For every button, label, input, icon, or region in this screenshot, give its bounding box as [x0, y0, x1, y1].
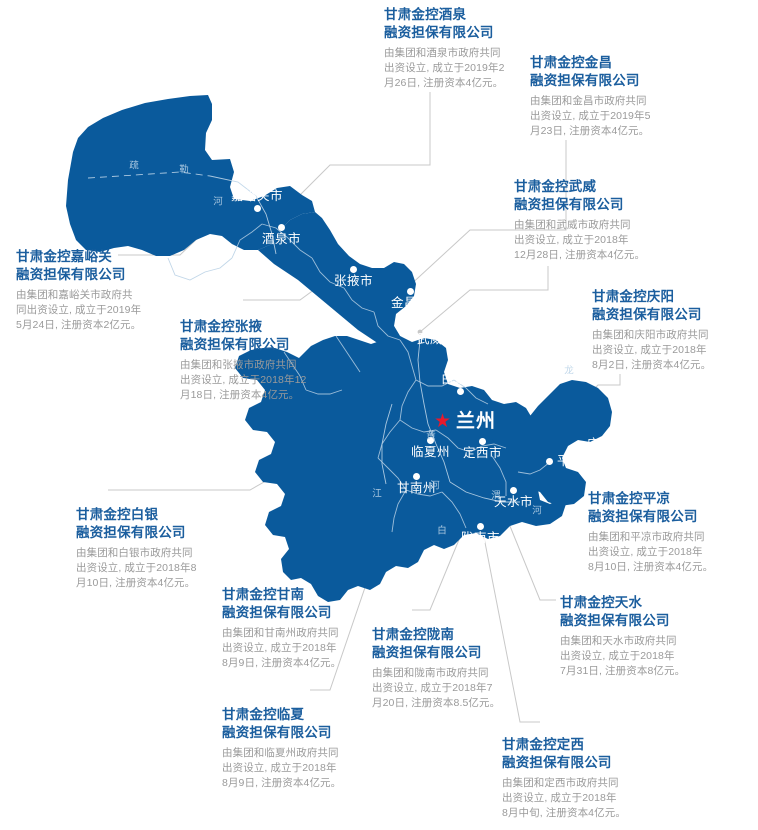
- callout-title: 甘肃金控白银 融资担保有限公司: [76, 507, 186, 540]
- city-dot: [433, 324, 440, 331]
- callout-title: 甘肃金控嘉峪关 融资担保有限公司: [16, 249, 126, 282]
- city-marker-longnan[interactable]: 陇南市: [461, 523, 500, 545]
- callout-title: 甘肃金控陇南 融资担保有限公司: [372, 627, 482, 660]
- city-label: 天水市: [494, 495, 534, 509]
- city-label: 临夏州: [411, 445, 451, 459]
- city-label: 陇南市: [461, 531, 501, 545]
- city-dot: [427, 437, 434, 444]
- city-marker-tianshui[interactable]: 天水市: [494, 487, 533, 509]
- callout-title: 甘肃金控定西 融资担保有限公司: [502, 737, 612, 770]
- city-marker-baiyin[interactable]: 白银市: [441, 373, 480, 395]
- river-label-wei: 渭: [489, 490, 500, 500]
- river-label-he-1: 河: [211, 196, 222, 206]
- city-dot: [546, 458, 553, 465]
- city-marker-zhangye[interactable]: 张掖市: [334, 266, 373, 288]
- callout-body: 由集团和定西市政府共同 出资设立, 成立于2018年 8月中旬, 注册资本4亿元…: [502, 777, 626, 819]
- river-label-jiang: 江: [370, 488, 381, 498]
- callout-body: 由集团和酒泉市政府共同 出资设立, 成立于2019年2 月26日, 注册资本4亿…: [384, 47, 505, 89]
- callout-qingyang[interactable]: 甘肃金控庆阳 融资担保有限公司 由集团和庆阳市政府共同 出资设立, 成立于201…: [592, 288, 758, 373]
- callout-linxia[interactable]: 甘肃金控临夏 融资担保有限公司 由集团和临夏州政府共同 出资设立, 成立于201…: [222, 706, 400, 791]
- callout-pingliang[interactable]: 甘肃金控平凉 融资担保有限公司 由集团和平凉市政府共同 出资设立, 成立于201…: [588, 490, 758, 575]
- river-label-bailong-1: 白: [435, 525, 446, 535]
- city-dot: [510, 487, 517, 494]
- city-dot: [576, 441, 583, 448]
- capital-label: 兰州: [456, 411, 497, 432]
- callout-body: 由集团和张掖市政府共同 出资设立, 成立于2018年12 月18日, 注册资本4…: [180, 359, 307, 401]
- river-label-shule-2: 勒: [177, 164, 188, 174]
- callout-tianshui[interactable]: 甘肃金控天水 融资担保有限公司 由集团和天水市政府共同 出资设立, 成立于201…: [560, 594, 738, 679]
- river-label-he-3: 河: [530, 505, 541, 515]
- city-label: 庆阳市: [587, 437, 627, 451]
- callout-body: 由集团和平凉市政府共同 出资设立, 成立于2018年 8月10日, 注册资本4亿…: [588, 531, 714, 573]
- callout-title: 甘肃金控天水 融资担保有限公司: [560, 595, 670, 628]
- city-label: 白银市: [441, 372, 481, 386]
- callout-title: 甘肃金控酒泉 融资担保有限公司: [384, 7, 494, 40]
- callout-body: 由集团和陇南市政府共同 出资设立, 成立于2018年7 月20日, 注册资本8.…: [372, 667, 501, 709]
- capital-marker-lanzhou[interactable]: ★ 兰州: [434, 412, 496, 431]
- callout-body: 由集团和武威市政府共同 出资设立, 成立于2018年 12月28日, 注册资本4…: [514, 219, 646, 261]
- city-dot: [278, 224, 285, 231]
- city-marker-jinchang[interactable]: 金昌市: [391, 288, 430, 310]
- city-dot: [407, 288, 414, 295]
- callout-jinchang[interactable]: 甘肃金控金昌 融资担保有限公司 由集团和金昌市政府共同 出资设立, 成立于201…: [530, 54, 708, 139]
- river-label-shule-1: 疏: [127, 160, 138, 170]
- city-marker-qingyang[interactable]: 庆阳市: [576, 438, 626, 451]
- river-label-he-4: 龙: [562, 365, 573, 375]
- city-dot: [477, 523, 484, 530]
- city-label: 甘南州: [397, 481, 437, 495]
- callout-title: 甘肃金控庆阳 融资担保有限公司: [592, 289, 702, 322]
- city-dot: [350, 266, 357, 273]
- callout-baiyin[interactable]: 甘肃金控白银 融资担保有限公司 由集团和白银市政府共同 出资设立, 成立于201…: [76, 506, 254, 591]
- city-label: 平凉市: [557, 454, 597, 468]
- callout-jiuquan[interactable]: 甘肃金控酒泉 融资担保有限公司 由集团和酒泉市政府共同 出资设立, 成立于201…: [384, 6, 562, 91]
- city-label: 张掖市: [334, 274, 374, 288]
- river-label-huang: 黄: [424, 430, 435, 440]
- callout-body: 由集团和临夏州政府共同 出资设立, 成立于2018年 8月9日, 注册资本4亿元…: [222, 747, 342, 789]
- callout-body: 由集团和嘉峪关市政府共 同出资设立, 成立于2019年 5月24日, 注册资本2…: [16, 289, 142, 331]
- callout-body: 由集团和天水市政府共同 出资设立, 成立于2018年 7月31日, 注册资本8亿…: [560, 635, 686, 677]
- city-marker-linxia[interactable]: 临夏州: [411, 437, 450, 459]
- callout-title: 甘肃金控临夏 融资担保有限公司: [222, 707, 332, 740]
- callout-title: 甘肃金控武威 融资担保有限公司: [514, 179, 624, 212]
- callout-jiayuguan[interactable]: 甘肃金控嘉峪关 融资担保有限公司 由集团和嘉峪关市政府共 同出资设立, 成立于2…: [16, 248, 188, 333]
- callout-longnan[interactable]: 甘肃金控陇南 融资担保有限公司 由集团和陇南市政府共同 出资设立, 成立于201…: [372, 626, 550, 711]
- callout-title: 甘肃金控甘南 融资担保有限公司: [222, 587, 332, 620]
- city-dot: [413, 473, 420, 480]
- city-dot: [479, 438, 486, 445]
- callout-dingxi[interactable]: 甘肃金控定西 融资担保有限公司 由集团和定西市政府共同 出资设立, 成立于201…: [502, 736, 680, 821]
- city-label: 武威市: [417, 332, 457, 346]
- city-marker-wuwei[interactable]: 武威市: [417, 324, 456, 346]
- city-marker-jiayuguan[interactable]: 嘉峪关市: [231, 190, 283, 212]
- city-label: 金昌市: [391, 296, 431, 310]
- callout-title: 甘肃金控平凉 融资担保有限公司: [588, 491, 698, 524]
- city-marker-gannan[interactable]: 甘南州: [397, 473, 436, 495]
- city-label: 定西市: [463, 446, 503, 460]
- city-dot: [457, 388, 464, 395]
- callout-title: 甘肃金控张掖 融资担保有限公司: [180, 319, 290, 352]
- callout-wuwei[interactable]: 甘肃金控武威 融资担保有限公司 由集团和武威市政府共同 出资设立, 成立于201…: [514, 178, 692, 263]
- callout-title: 甘肃金控金昌 融资担保有限公司: [530, 55, 640, 88]
- city-marker-pingliang[interactable]: 平凉市: [546, 455, 596, 468]
- callout-gannan[interactable]: 甘肃金控甘南 融资担保有限公司 由集团和甘南州政府共同 出资设立, 成立于201…: [222, 586, 400, 671]
- callout-body: 由集团和白银市政府共同 出资设立, 成立于2018年8 月10日, 注册资本4亿…: [76, 547, 197, 589]
- city-label: 酒泉市: [262, 232, 302, 246]
- city-marker-dingxi[interactable]: 定西市: [463, 438, 502, 460]
- city-marker-jiuquan[interactable]: 酒泉市: [262, 224, 301, 246]
- city-dot: [253, 205, 261, 212]
- callout-body: 由集团和甘南州政府共同 出资设立, 成立于2018年 8月9日, 注册资本4亿元…: [222, 627, 342, 669]
- city-label: 嘉峪关市: [231, 189, 284, 203]
- callout-zhangye[interactable]: 甘肃金控张掖 融资担保有限公司 由集团和张掖市政府共同 出资设立, 成立于201…: [180, 318, 358, 403]
- capital-star-icon: ★: [434, 411, 452, 432]
- river-label-he-2: 河: [428, 480, 439, 490]
- callout-body: 由集团和庆阳市政府共同 出资设立, 成立于2018年 8月2日, 注册资本4亿元…: [592, 329, 712, 371]
- callout-body: 由集团和金昌市政府共同 出资设立, 成立于2019年5 月23日, 注册资本4亿…: [530, 95, 651, 137]
